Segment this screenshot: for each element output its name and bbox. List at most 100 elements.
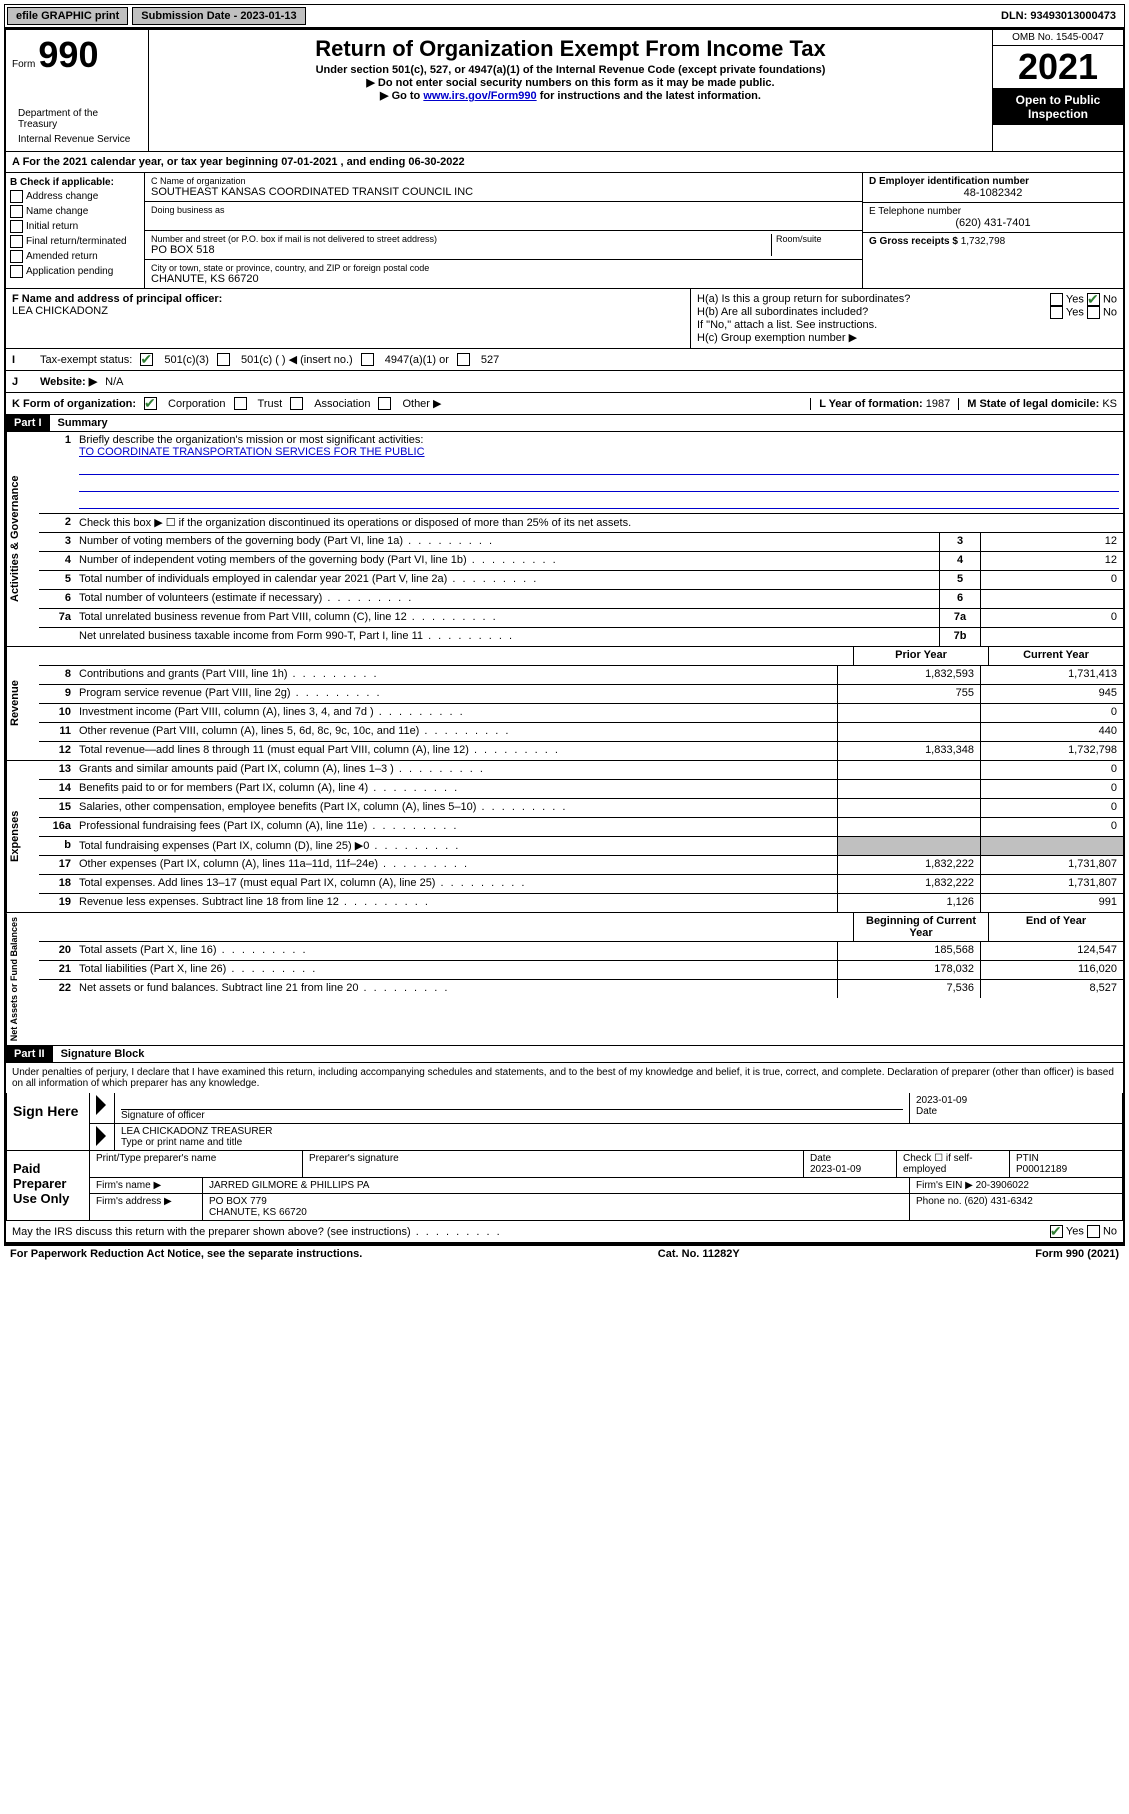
side-governance: Activities & Governance bbox=[6, 432, 39, 646]
discuss-no[interactable] bbox=[1087, 1225, 1100, 1238]
section-j: J Website: ▶ N/A bbox=[6, 371, 1123, 393]
ha-no[interactable] bbox=[1087, 293, 1100, 306]
sig-officer-label: Signature of officer bbox=[121, 1110, 903, 1121]
check-4947[interactable] bbox=[361, 353, 374, 366]
check-501c[interactable] bbox=[217, 353, 230, 366]
room-label: Room/suite bbox=[776, 234, 856, 244]
hb-yes[interactable] bbox=[1050, 306, 1063, 319]
table-row: 11Other revenue (Part VIII, column (A), … bbox=[39, 723, 1123, 742]
check-501c3[interactable] bbox=[140, 353, 153, 366]
street-value: PO BOX 518 bbox=[151, 244, 771, 256]
sign-here-block: Sign Here Signature of officer 2023-01-0… bbox=[6, 1093, 1123, 1151]
line1-label: Briefly describe the organization's miss… bbox=[79, 434, 423, 446]
dln-label: DLN: 93493013000473 bbox=[1001, 10, 1122, 22]
firm-name: JARRED GILMORE & PHILLIPS PA bbox=[203, 1178, 910, 1193]
check-initial[interactable]: Initial return bbox=[10, 220, 140, 233]
part2-header: Part II bbox=[6, 1046, 53, 1062]
may-irs-text: May the IRS discuss this return with the… bbox=[12, 1226, 502, 1238]
efile-button[interactable]: efile GRAPHIC print bbox=[7, 7, 128, 25]
governance-section: Activities & Governance 1 Briefly descri… bbox=[6, 432, 1123, 647]
check-address[interactable]: Address change bbox=[10, 190, 140, 203]
date-label: Date bbox=[916, 1106, 1116, 1117]
f-label: F Name and address of principal officer: bbox=[12, 293, 684, 305]
ha-yes[interactable] bbox=[1050, 293, 1063, 306]
check-pending[interactable]: Application pending bbox=[10, 265, 140, 278]
section-f: F Name and address of principal officer:… bbox=[6, 289, 690, 348]
arrow-icon bbox=[96, 1126, 106, 1146]
penalty-text: Under penalties of perjury, I declare th… bbox=[6, 1063, 1123, 1093]
check-self-employed[interactable]: Check ☐ if self-employed bbox=[897, 1151, 1010, 1177]
table-row: 5Total number of individuals employed in… bbox=[39, 571, 1123, 590]
discuss-yes[interactable] bbox=[1050, 1225, 1063, 1238]
website-value: N/A bbox=[105, 376, 123, 388]
table-row: 10Investment income (Part VIII, column (… bbox=[39, 704, 1123, 723]
part2-header-row: Part II Signature Block bbox=[6, 1046, 1123, 1063]
header-center: Return of Organization Exempt From Incom… bbox=[149, 30, 992, 151]
m-value: KS bbox=[1102, 398, 1117, 410]
section-h: H(a) Is this a group return for subordin… bbox=[690, 289, 1123, 348]
dept-label: Department of the Treasury bbox=[12, 106, 142, 132]
note2-post: for instructions and the latest informat… bbox=[537, 90, 761, 102]
city-label: City or town, state or province, country… bbox=[151, 263, 856, 273]
check-assoc[interactable] bbox=[290, 397, 303, 410]
check-final[interactable]: Final return/terminated bbox=[10, 235, 140, 248]
l-value: 1987 bbox=[926, 398, 950, 410]
check-name[interactable]: Name change bbox=[10, 205, 140, 218]
cat-no: Cat. No. 11282Y bbox=[658, 1248, 740, 1260]
officer-typed-name: LEA CHICKADONZ TREASURER bbox=[121, 1126, 1116, 1137]
hc-label: H(c) Group exemption number ▶ bbox=[697, 331, 1117, 344]
paid-preparer-block: Paid Preparer Use Only Print/Type prepar… bbox=[6, 1151, 1123, 1221]
paid-preparer-label: Paid Preparer Use Only bbox=[7, 1151, 90, 1220]
prep-sig-label: Preparer's signature bbox=[303, 1151, 804, 1177]
firm-addr2: CHANUTE, KS 66720 bbox=[209, 1207, 903, 1218]
m-label: M State of legal domicile: bbox=[967, 398, 1102, 410]
check-amended[interactable]: Amended return bbox=[10, 250, 140, 263]
note-ssn: ▶ Do not enter social security numbers o… bbox=[159, 76, 982, 89]
firm-addr1: PO BOX 779 bbox=[209, 1196, 903, 1207]
k-label: K Form of organization: bbox=[12, 398, 136, 410]
part1-header-row: Part I Summary bbox=[6, 415, 1123, 432]
form-number-box: Form 990 Department of the Treasury Inte… bbox=[6, 30, 149, 151]
line-a: A For the 2021 calendar year, or tax yea… bbox=[6, 152, 1123, 173]
table-row: 3Number of voting members of the governi… bbox=[39, 533, 1123, 552]
netassets-section: Net Assets or Fund Balances Beginning of… bbox=[6, 913, 1123, 1046]
ptin-value: P00012189 bbox=[1016, 1164, 1067, 1175]
note2-pre: ▶ Go to bbox=[380, 90, 423, 102]
form-container: Form 990 Department of the Treasury Inte… bbox=[4, 28, 1125, 1245]
irs-link[interactable]: www.irs.gov/Form990 bbox=[423, 90, 536, 102]
note-link: ▶ Go to www.irs.gov/Form990 for instruct… bbox=[159, 89, 982, 102]
g-label: G Gross receipts $ bbox=[869, 236, 958, 247]
phone-value: (620) 431-7401 bbox=[869, 217, 1117, 229]
form-subtitle: Under section 501(c), 527, or 4947(a)(1)… bbox=[159, 64, 982, 76]
check-trust[interactable] bbox=[234, 397, 247, 410]
l-label: L Year of formation: bbox=[819, 398, 926, 410]
hb-no[interactable] bbox=[1087, 306, 1100, 319]
irs-label: Internal Revenue Service bbox=[12, 132, 142, 147]
b-label: B Check if applicable: bbox=[10, 177, 140, 188]
table-row: 16aProfessional fundraising fees (Part I… bbox=[39, 818, 1123, 837]
submission-date-button[interactable]: Submission Date - 2023-01-13 bbox=[132, 7, 305, 25]
check-other[interactable] bbox=[378, 397, 391, 410]
check-corp[interactable] bbox=[144, 397, 157, 410]
table-row: 14Benefits paid to or for members (Part … bbox=[39, 780, 1123, 799]
sign-here-label: Sign Here bbox=[7, 1093, 90, 1150]
check-527[interactable] bbox=[457, 353, 470, 366]
section-klm: K Form of organization: Corporation Trus… bbox=[6, 393, 1123, 415]
city-value: CHANUTE, KS 66720 bbox=[151, 273, 856, 285]
table-row: 18Total expenses. Add lines 13–17 (must … bbox=[39, 875, 1123, 894]
side-revenue: Revenue bbox=[6, 647, 39, 760]
part1-header: Part I bbox=[6, 415, 50, 431]
firm-addr-label: Firm's address ▶ bbox=[90, 1194, 203, 1220]
revenue-section: Revenue Prior Year Current Year 8Contrib… bbox=[6, 647, 1123, 761]
dba-label: Doing business as bbox=[151, 205, 856, 215]
table-row: 17Other expenses (Part IX, column (A), l… bbox=[39, 856, 1123, 875]
table-row: 6Total number of volunteers (estimate if… bbox=[39, 590, 1123, 609]
part1-title: Summary bbox=[50, 417, 108, 429]
footer: For Paperwork Reduction Act Notice, see … bbox=[4, 1245, 1125, 1262]
current-year-header: Current Year bbox=[988, 647, 1123, 665]
open-public-label: Open to Public Inspection bbox=[993, 89, 1123, 125]
paperwork-notice: For Paperwork Reduction Act Notice, see … bbox=[10, 1248, 362, 1260]
part2-title: Signature Block bbox=[53, 1048, 145, 1060]
table-row: 22Net assets or fund balances. Subtract … bbox=[39, 980, 1123, 998]
officer-name: LEA CHICKADONZ bbox=[12, 305, 684, 317]
